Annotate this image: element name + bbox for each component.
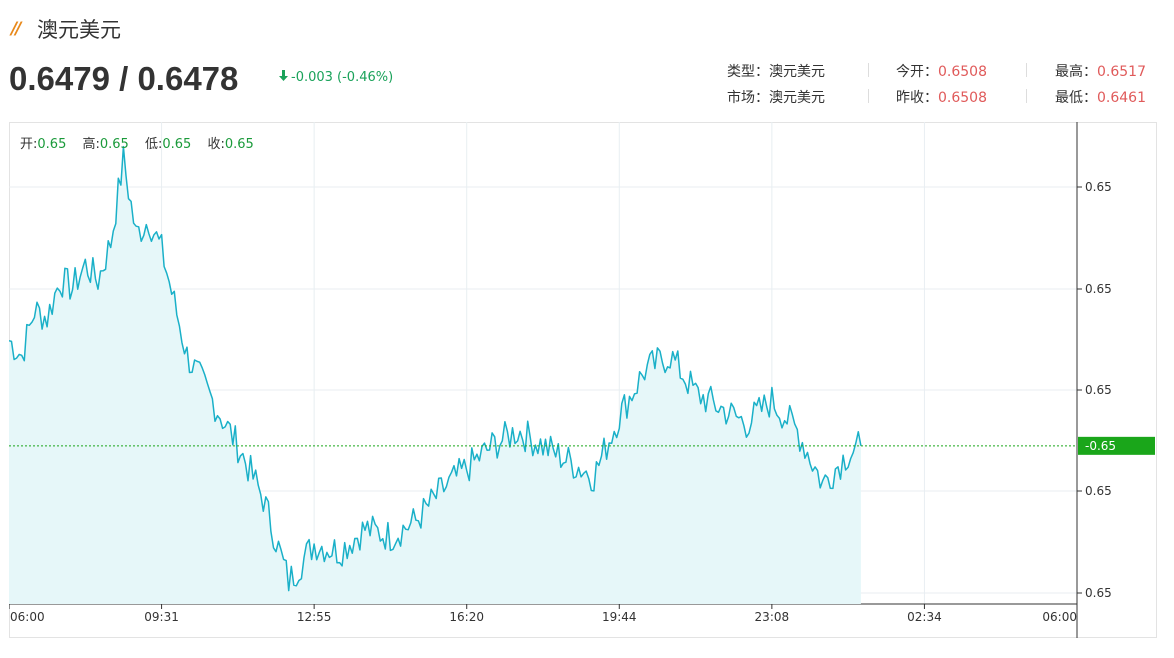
x-tick-label: 23:08 xyxy=(755,610,790,624)
x-tick-label: 06:00 xyxy=(10,610,45,624)
ohlc-high: 高:0.65 xyxy=(82,137,128,152)
ohlc-low-value: 0.65 xyxy=(162,137,192,152)
low-label: 最低： xyxy=(1055,90,1097,106)
y-tick-label: 0.65 xyxy=(1085,383,1112,397)
divider xyxy=(1026,63,1027,77)
market-label: 市场： xyxy=(727,90,769,106)
price-change-value: -0.003 (-0.46%) xyxy=(291,70,394,85)
prevclose-value: 0.6508 xyxy=(938,90,987,106)
price-chart-svg[interactable]: -0.65 0.65 0.65 0.65 0.65 0.65 06:00 09:31 12:55… xyxy=(9,122,1157,638)
low-value: 0.6461 xyxy=(1097,90,1146,106)
x-tick-label: 09:31 xyxy=(144,610,179,624)
price-chart[interactable]: -0.65 0.65 0.65 0.65 0.65 0.65 06:00 09:31 12:55… xyxy=(9,122,1157,638)
y-tick-label: 0.65 xyxy=(1085,484,1112,498)
high-value: 0.6517 xyxy=(1097,64,1146,80)
high-label: 最高： xyxy=(1055,64,1097,80)
x-tick-label: 02:34 xyxy=(907,610,942,624)
market-field: 市场：澳元美元 xyxy=(727,87,825,107)
divider xyxy=(1026,89,1027,103)
down-arrow-icon xyxy=(279,70,288,81)
divider xyxy=(868,89,869,103)
market-value: 澳元美元 xyxy=(769,90,825,106)
quote-header: // 澳元美元 0.6479 / 0.6478 -0.003 (-0.46%) … xyxy=(0,0,1174,122)
ohlc-open: 开:0.65 xyxy=(20,137,66,152)
bid-ask-price: 0.6479 / 0.6478 xyxy=(9,60,239,97)
ohlc-high-label: 高: xyxy=(82,137,100,152)
high-field: 最高：0.6517 xyxy=(1055,61,1146,81)
y-tick-label: 0.65 xyxy=(1085,180,1112,194)
open-field: 今开：0.6508 xyxy=(896,61,987,81)
prevclose-field: 昨收：0.6508 xyxy=(896,87,987,107)
x-tick-label: 12:55 xyxy=(297,610,332,624)
type-field: 类型：澳元美元 xyxy=(727,61,825,81)
y-tick-label: 0.65 xyxy=(1085,282,1112,296)
low-field: 最低：0.6461 xyxy=(1055,87,1146,107)
type-label: 类型： xyxy=(727,64,769,80)
ohlc-close-value: 0.65 xyxy=(224,137,254,152)
price-change: -0.003 (-0.46%) xyxy=(279,70,393,85)
brand-slash-icon: // xyxy=(11,19,22,39)
series-area xyxy=(9,146,861,604)
x-tick-label: 16:20 xyxy=(449,610,484,624)
prevclose-label: 昨收： xyxy=(896,90,938,106)
divider xyxy=(868,63,869,77)
current-price-tag xyxy=(1078,436,1155,455)
open-label: 今开： xyxy=(896,64,938,80)
ohlc-high-value: 0.65 xyxy=(99,137,129,152)
y-tick-label: 0.65 xyxy=(1085,586,1112,600)
ohlc-low: 低:0.65 xyxy=(145,137,191,152)
series-line xyxy=(9,145,862,592)
ohlc-close-label: 收: xyxy=(207,137,225,152)
ohlc-low-label: 低: xyxy=(144,137,163,152)
current-price-label: -0.65 xyxy=(1085,439,1116,453)
ohlc-open-label: 开: xyxy=(20,137,38,152)
open-value: 0.6508 xyxy=(938,64,987,80)
x-tick-label: 19:44 xyxy=(602,610,637,624)
ohlc-readout: 开:0.65 高:0.65 低:0.65 收:0.65 xyxy=(20,133,254,152)
x-tick-label: 06:00 xyxy=(1042,610,1077,624)
type-value: 澳元美元 xyxy=(769,64,825,80)
instrument-title: 澳元美元 xyxy=(37,18,121,42)
ohlc-close: 收:0.65 xyxy=(207,137,253,152)
ohlc-open-value: 0.65 xyxy=(37,137,67,152)
